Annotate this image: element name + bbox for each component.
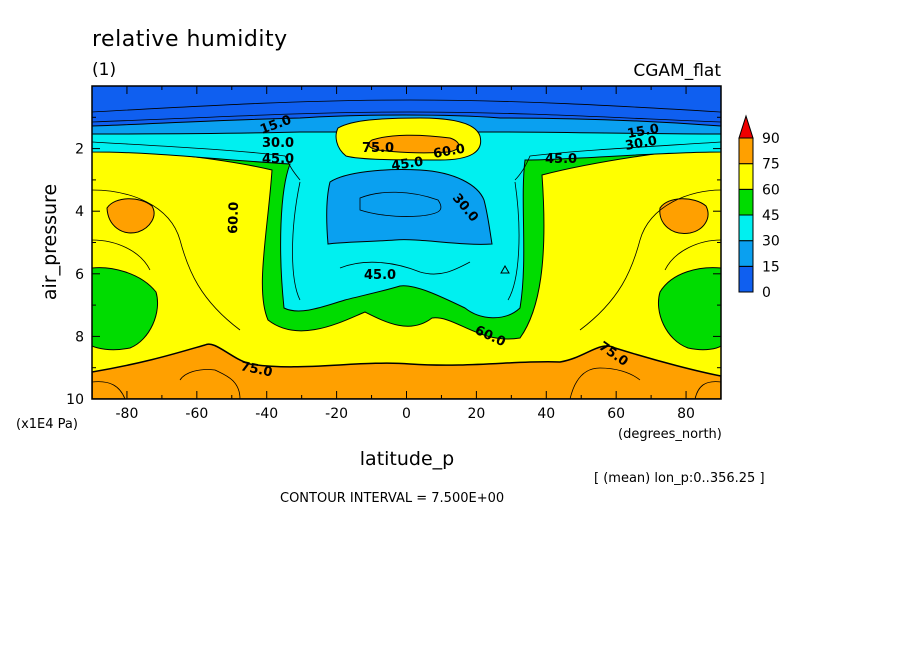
marker-triangle [500, 264, 510, 274]
svg-text:30.0: 30.0 [624, 134, 658, 154]
band-15-30 [92, 86, 721, 245]
x-tick-label: 20 [467, 406, 485, 422]
colorbar-swatch [738, 188, 754, 216]
x-tick-label: 40 [537, 406, 555, 422]
x-tick-label: -60 [185, 406, 208, 422]
band-75-90-north [659, 198, 709, 234]
colorbar-label: 45 [762, 208, 780, 224]
y-units: (x1E4 Pa) [16, 417, 78, 432]
colorbar-label: 15 [762, 259, 780, 275]
x-tick-label: -80 [116, 406, 139, 422]
colorbar-label: 60 [762, 182, 780, 198]
colorbar-swatch [738, 163, 754, 190]
colorbar-label: 0 [762, 285, 771, 301]
svg-text:60.0: 60.0 [226, 202, 242, 235]
y-axis: 2 4 6 8 10 [66, 85, 721, 408]
x-tick-label: 60 [607, 406, 625, 422]
x-tick-label: -40 [255, 406, 278, 422]
x-axis: -80 -60 -40 -20 0 20 40 60 80 [91, 86, 722, 422]
y-tick-label: 2 [75, 142, 84, 158]
contour-interval: CONTOUR INTERVAL = 7.500E+00 [280, 491, 504, 506]
colorbar-label: 75 [762, 157, 780, 173]
colorbar-label: 90 [762, 131, 780, 147]
dataset-label: CGAM_flat [633, 61, 721, 81]
svg-text:15.0: 15.0 [626, 122, 660, 142]
y-tick-label: 8 [75, 329, 84, 345]
y-axis-label: air_pressure [39, 184, 61, 300]
y-tick-label: 10 [66, 392, 84, 408]
y-tick-label: 6 [75, 267, 84, 283]
colorbar-swatch [738, 214, 754, 242]
y-tick-label: 4 [75, 204, 84, 220]
band-60-75 [92, 145, 721, 399]
x-units: (degrees_north) [618, 427, 722, 442]
x-tick-label: -20 [325, 406, 348, 422]
colorbar: 0 15 30 45 60 75 90 [738, 114, 780, 301]
svg-text:45.0: 45.0 [545, 152, 577, 167]
svg-text:30.0: 30.0 [262, 136, 294, 151]
x-axis-label: latitude_p [360, 448, 454, 470]
svg-text:45.0: 45.0 [364, 268, 396, 283]
band-75-90-south [106, 198, 155, 234]
x-tick-label: 80 [677, 406, 695, 422]
contour-lines [92, 99, 721, 399]
colorbar-swatch [738, 265, 754, 293]
colorbar-swatch [738, 137, 754, 165]
plot-area: 15.0 30.0 45.0 15.0 30.0 45.0 45.0 30.0 … [92, 86, 721, 399]
svg-text:45.0: 45.0 [390, 155, 424, 174]
band-45-60-south [92, 267, 158, 351]
colorbar-extend-arrow [738, 114, 754, 139]
svg-text:45.0: 45.0 [262, 152, 294, 167]
svg-text:75.0: 75.0 [362, 141, 394, 156]
panel-label: (1) [92, 60, 116, 80]
averaging-note: [ (mean) lon_p:0..356.25 ] [594, 471, 765, 486]
colorbar-label: 30 [762, 234, 780, 250]
x-tick-label: 0 [402, 406, 411, 422]
band-45-60-north [658, 267, 721, 351]
chart-title: relative humidity [92, 27, 288, 52]
band-75-90-tropopause [368, 134, 460, 154]
colorbar-swatch [738, 240, 754, 267]
band-75-90-surface [92, 343, 721, 399]
svg-text:60.0: 60.0 [432, 142, 466, 162]
svg-text:75.0: 75.0 [239, 359, 273, 380]
